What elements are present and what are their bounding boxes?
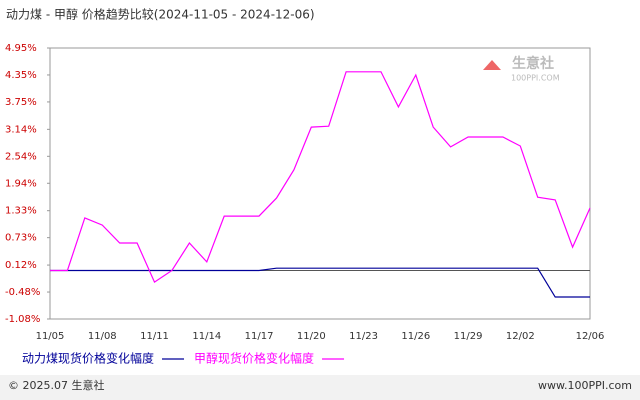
footer-bar [0,375,640,400]
y-tick-label: -0.48% [5,287,40,298]
footer-site: www.100PPI.com [538,379,632,392]
y-tick-label: 4.95% [5,43,37,54]
x-tick-label: 11/05 [36,331,65,342]
watermark: 生意社 100PPI.COM [483,55,560,83]
footer-copyright: © 2025.07 生意社 [8,378,104,392]
x-tick-label: 11/14 [192,331,221,342]
x-tick-label: 11/11 [140,331,169,342]
y-tick-label: -1.08% [5,314,40,325]
chart-title: 动力煤 - 甲醇 价格趋势比较(2024-11-05 - 2024-12-06) [6,7,315,22]
x-tick-label: 11/29 [454,331,483,342]
x-tick-label: 12/06 [576,331,605,342]
y-tick-label: 1.33% [5,206,37,217]
x-tick-label: 11/17 [245,331,274,342]
series-line [50,267,590,298]
y-tick-label: 2.54% [5,151,37,162]
x-tick-label: 11/08 [88,331,117,342]
watermark-logo [483,60,501,70]
x-tick-label: 12/02 [506,331,535,342]
x-tick-label: 11/23 [349,331,378,342]
y-tick-label: 1.94% [5,178,37,189]
legend-label: 甲醇现货价格变化幅度 [194,351,314,366]
x-tick-label: 11/26 [401,331,430,342]
series-line [50,71,591,283]
y-tick-label: 0.12% [5,260,37,271]
legend-label: 动力煤现货价格变化幅度 [22,351,154,366]
y-tick-label: 3.14% [5,124,37,135]
watermark-text: 100PPI.COM [511,74,560,83]
y-tick-label: 3.75% [5,97,37,108]
watermark-text: 生意社 [512,55,554,72]
x-tick-label: 11/20 [297,331,326,342]
y-tick-label: 0.73% [5,233,37,244]
y-tick-label: 4.35% [5,70,37,81]
